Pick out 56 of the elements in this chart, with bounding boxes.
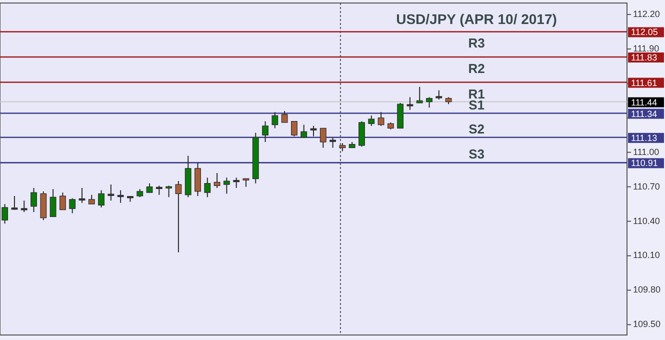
candlestick xyxy=(146,182,153,194)
ref-line-label: 111.61 xyxy=(631,78,658,88)
y-tick-label: 110.10 xyxy=(633,250,660,260)
y-tick-label: 112.20 xyxy=(633,8,660,19)
y-tick-label: 109.80 xyxy=(633,284,661,295)
annotation: S3 xyxy=(468,146,484,162)
y-tick-label: 110.40 xyxy=(633,216,660,226)
candlestick xyxy=(98,190,104,208)
candlestick xyxy=(436,90,442,100)
ref-line-label: 111.44 xyxy=(631,97,658,108)
candlestick xyxy=(50,188,56,218)
candlestick xyxy=(426,96,432,108)
annotation: R3 xyxy=(468,36,485,51)
candlestick xyxy=(406,96,414,110)
candlestick xyxy=(108,184,114,202)
ref-line-label: 110.91 xyxy=(631,158,658,168)
candlestick xyxy=(416,86,423,104)
candlestick xyxy=(330,136,336,148)
ref-line-label: 111.83 xyxy=(631,52,658,62)
candlestick xyxy=(166,185,172,198)
candlestick xyxy=(60,192,66,210)
candlestick xyxy=(69,198,76,214)
candlestick xyxy=(300,124,308,138)
candlestick xyxy=(30,187,37,213)
annotation: S2 xyxy=(468,121,484,136)
candlestick xyxy=(11,195,18,210)
candlestick xyxy=(175,180,182,253)
y-tick-label: 109.50 xyxy=(633,319,661,330)
candlestick xyxy=(214,172,220,188)
candlestick xyxy=(291,120,298,137)
candlestick xyxy=(78,187,86,204)
y-tick-label: 110.70 xyxy=(633,181,660,192)
candlestick xyxy=(2,204,8,224)
candlestick xyxy=(310,125,317,137)
ref-line-label: 111.13 xyxy=(631,132,658,143)
candlestick xyxy=(281,110,288,123)
candlestick xyxy=(194,162,201,196)
candlestick xyxy=(262,120,268,143)
candlestick xyxy=(233,177,240,188)
candlestick xyxy=(117,190,124,204)
candlestick xyxy=(156,185,162,196)
candlestick xyxy=(368,115,375,126)
candlestick xyxy=(378,112,384,126)
candlestick xyxy=(204,177,211,198)
candlestick xyxy=(320,128,326,148)
text: USD/JPY (APR 10/ 2017) xyxy=(396,11,557,27)
y-tick-label: 111.00 xyxy=(633,146,660,157)
candlestick xyxy=(358,120,365,148)
ref-line-label: 111.34 xyxy=(631,108,658,119)
candlestick xyxy=(88,194,95,205)
annotation: R2 xyxy=(468,60,485,76)
candlestick xyxy=(20,200,28,213)
candlestick xyxy=(272,112,278,129)
ref-line-label: 112.05 xyxy=(631,27,658,38)
candlestick xyxy=(223,177,230,194)
y-tick-label: 111.90 xyxy=(633,43,660,54)
